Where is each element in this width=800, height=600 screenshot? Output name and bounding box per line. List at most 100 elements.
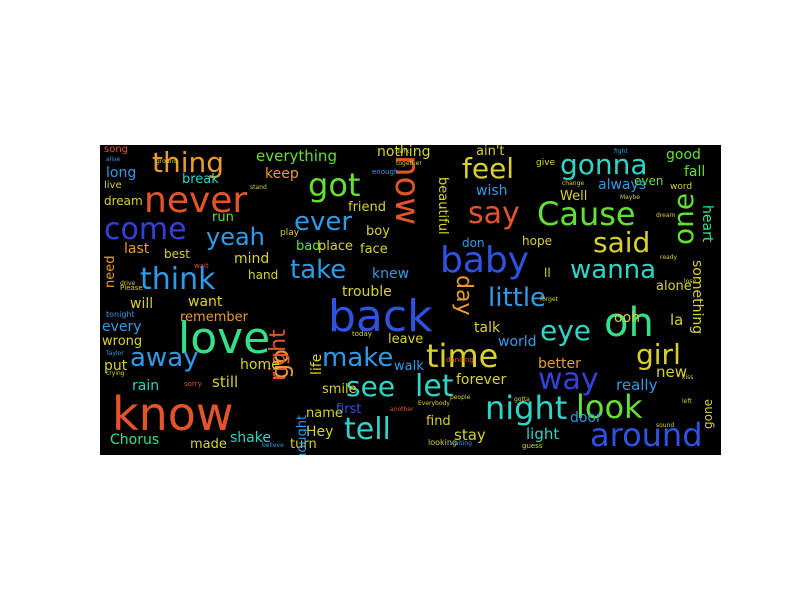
word-enough: enough <box>372 168 399 176</box>
word-alive: alive <box>106 156 121 163</box>
word-really: really <box>616 376 658 394</box>
word-give: give <box>536 158 556 168</box>
word-break: break <box>182 172 219 187</box>
word-see: see <box>346 370 396 403</box>
word-take: take <box>290 255 347 285</box>
word-cloud: know back love oh never baby now Cause time night… <box>100 145 721 455</box>
word-change: change <box>562 180 585 187</box>
word-hand: hand <box>248 268 279 282</box>
word-feel: feel <box>462 152 515 185</box>
word-stay: stay <box>454 426 486 444</box>
word-sorry: sorry <box>184 380 202 388</box>
word-drive: drive <box>120 280 136 287</box>
word-way: way <box>538 362 599 397</box>
word-hey: Hey <box>306 424 334 440</box>
word-love: love <box>178 313 271 364</box>
word-remember: remember <box>180 310 248 325</box>
word-day: day <box>451 275 476 316</box>
word-waiting: waiting <box>450 440 472 447</box>
word-tonight: tonight <box>106 310 135 319</box>
word-ever: ever <box>294 207 353 237</box>
word-la: la <box>670 311 684 329</box>
word-something: something <box>689 260 705 335</box>
word-little: little <box>488 283 547 313</box>
word-dark: dark <box>396 148 410 155</box>
word-forget: forget <box>540 296 558 303</box>
word-kiss: kiss <box>682 374 694 381</box>
word-walk: walk <box>394 359 424 374</box>
word-play: play <box>280 228 300 238</box>
word-let: let <box>415 369 454 404</box>
word-gotta: gotta <box>514 396 530 403</box>
word-cause: Cause <box>537 195 636 233</box>
word-need: need <box>103 255 118 289</box>
word-say: say <box>468 196 520 231</box>
word-light: light <box>526 425 560 443</box>
word-said: said <box>593 226 651 259</box>
word-got: got <box>308 166 361 204</box>
word-wish: wish <box>476 183 508 199</box>
word-ooh: ooh <box>614 310 641 326</box>
word-right: right <box>266 329 291 381</box>
word-talk: talk <box>474 320 501 336</box>
word-boy: boy <box>366 224 390 239</box>
word-oh: oh <box>604 300 654 346</box>
word-door: door <box>570 410 602 426</box>
word-want: want <box>188 294 223 310</box>
word-wanna: wanna <box>570 255 657 285</box>
word-looking: looking <box>428 438 458 447</box>
word-smile: smile <box>322 382 357 397</box>
word-shake: shake <box>230 430 271 446</box>
word-ain-t: ain't <box>476 145 505 159</box>
word-eye: eye <box>540 314 592 347</box>
word-believe: believe <box>262 442 284 449</box>
word-gonna: gonna <box>560 148 648 181</box>
word-world: world <box>498 334 537 350</box>
word-name: name <box>306 406 343 421</box>
word-back: back <box>328 291 433 342</box>
word-first: first <box>336 402 362 417</box>
word-dream: dream <box>104 194 143 208</box>
word-don: don <box>462 236 485 250</box>
word-wrong: wrong <box>102 334 143 349</box>
word-forever: forever <box>456 372 507 388</box>
word-beautiful: beautiful <box>435 177 450 235</box>
word-think: think <box>140 262 216 297</box>
word-best: best <box>164 247 190 261</box>
word-ready: ready <box>660 254 678 261</box>
word-run: run <box>212 210 234 225</box>
word-dancing: dancing <box>446 356 474 364</box>
word-sound: sound <box>656 422 675 429</box>
word-around: around <box>590 416 703 454</box>
word-friend: friend <box>348 200 387 215</box>
word-please: Please <box>120 284 143 292</box>
word-long: long <box>106 165 137 181</box>
word-every: every <box>102 319 142 335</box>
word-tell: tell <box>344 412 391 447</box>
word-never: never <box>144 180 248 221</box>
word-rain: rain <box>132 378 160 394</box>
word-trouble: trouble <box>342 284 392 300</box>
word-maybe: Maybe <box>620 194 640 201</box>
word-everybody: Everybody <box>418 400 450 407</box>
word-still: still <box>212 373 239 391</box>
word-place: place <box>318 239 353 254</box>
word-today: today <box>352 330 372 338</box>
word-nothing: nothing <box>377 145 431 160</box>
word-lose: lose <box>684 278 697 285</box>
word-life: life <box>309 353 325 375</box>
word-find: find <box>426 414 451 429</box>
word-even: even <box>634 174 664 188</box>
word-night: night <box>485 389 568 427</box>
word-yeah: yeah <box>206 223 265 251</box>
word-people: people <box>450 394 471 401</box>
word-make: make <box>322 343 394 373</box>
word-thought: thought <box>295 414 310 455</box>
word-bad: bad <box>296 239 321 254</box>
word-home: home <box>240 357 280 373</box>
word-look: look <box>576 388 643 426</box>
word-always: always <box>598 177 647 193</box>
word-put: put <box>104 358 128 374</box>
word-will: will <box>130 296 154 312</box>
word-ground: ground <box>156 158 178 165</box>
